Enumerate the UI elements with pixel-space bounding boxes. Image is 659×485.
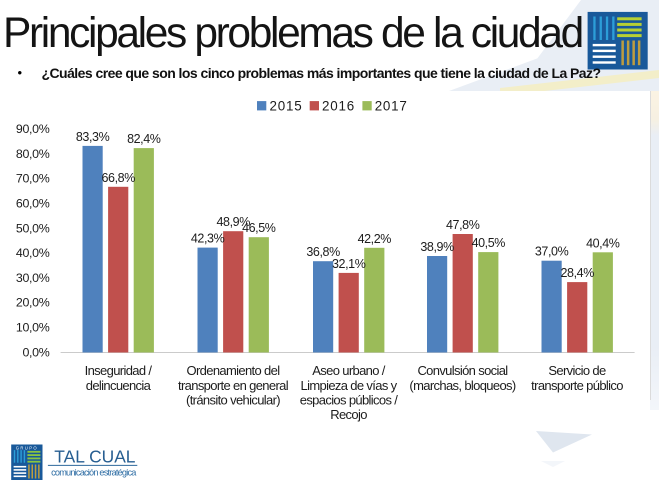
svg-text:GRUPO: GRUPO xyxy=(16,446,38,451)
svg-text:Servicio de: Servicio de xyxy=(548,363,606,378)
svg-text:48,9%: 48,9% xyxy=(216,215,250,229)
svg-text:50,0%: 50,0% xyxy=(16,221,50,235)
svg-text:83,3%: 83,3% xyxy=(76,130,110,144)
svg-text:transporte público: transporte público xyxy=(531,378,623,393)
svg-text:47,8%: 47,8% xyxy=(446,218,480,232)
svg-text:42,3%: 42,3% xyxy=(191,232,225,246)
svg-text:42,2%: 42,2% xyxy=(358,232,392,246)
svg-text:Convulsión social: Convulsión social xyxy=(417,363,508,378)
svg-text:82,4%: 82,4% xyxy=(127,132,161,146)
svg-text:66,8%: 66,8% xyxy=(101,171,135,185)
svg-text:32,1%: 32,1% xyxy=(332,257,366,271)
svg-text:28,4%: 28,4% xyxy=(560,266,594,280)
svg-text:20,0%: 20,0% xyxy=(16,296,50,310)
svg-text:40,5%: 40,5% xyxy=(472,236,506,250)
svg-text:espacios públicos /: espacios públicos / xyxy=(300,392,399,407)
svg-text:0,0%: 0,0% xyxy=(22,345,49,359)
svg-text:2016: 2016 xyxy=(322,98,355,113)
svg-text:transporte en general: transporte en general xyxy=(178,378,289,393)
svg-text:70,0%: 70,0% xyxy=(16,172,50,186)
svg-text:2017: 2017 xyxy=(375,98,408,113)
svg-text:delincuencia: delincuencia xyxy=(86,378,152,393)
svg-text:38,9%: 38,9% xyxy=(420,240,454,254)
svg-text:46,5%: 46,5% xyxy=(242,221,276,235)
svg-text:(marchas, bloqueos): (marchas, bloqueos) xyxy=(409,378,515,393)
svg-text:30,0%: 30,0% xyxy=(16,271,50,285)
svg-text:comunicación estratégica: comunicación estratégica xyxy=(51,468,137,478)
svg-text:2015: 2015 xyxy=(270,98,303,113)
svg-text:80,0%: 80,0% xyxy=(16,147,50,161)
svg-text:60,0%: 60,0% xyxy=(16,196,50,210)
svg-text:40,4%: 40,4% xyxy=(586,236,620,250)
svg-text:37,0%: 37,0% xyxy=(535,245,569,259)
svg-text:TAL CUAL: TAL CUAL xyxy=(54,447,136,467)
svg-text:36,8%: 36,8% xyxy=(306,245,340,259)
svg-text:90,0%: 90,0% xyxy=(16,122,50,136)
svg-text:Limpieza de vías y: Limpieza de vías y xyxy=(301,378,398,393)
svg-text:Recojo: Recojo xyxy=(330,407,367,422)
svg-text:Ordenamiento del: Ordenamiento del xyxy=(187,363,281,378)
svg-text:(tránsito vehicular): (tránsito vehicular) xyxy=(186,392,280,407)
svg-text:10,0%: 10,0% xyxy=(16,321,50,335)
svg-text:40,0%: 40,0% xyxy=(16,246,50,260)
svg-text:Inseguridad /: Inseguridad / xyxy=(85,363,153,378)
svg-text:Aseo urbano /: Aseo urbano / xyxy=(312,363,386,378)
